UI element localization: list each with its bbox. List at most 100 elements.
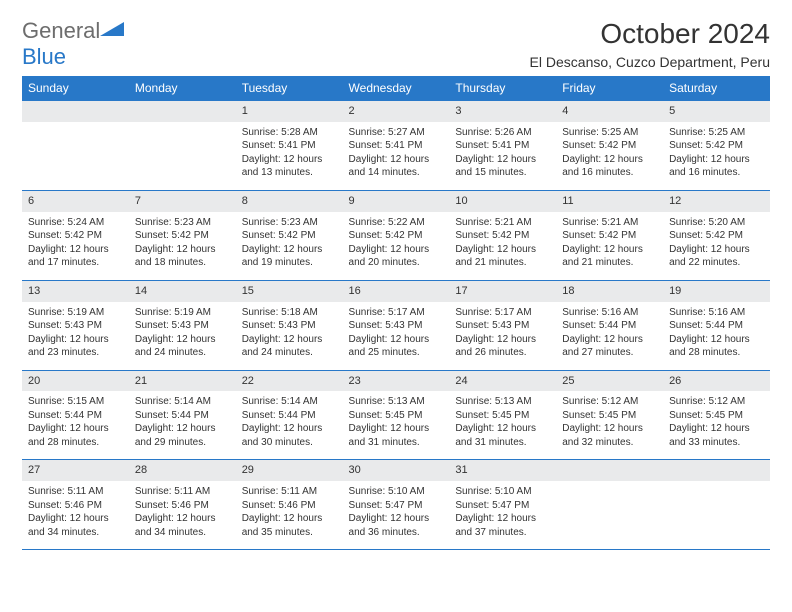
- weekday-tuesday: Tuesday: [236, 76, 343, 101]
- calendar-cell: 18Sunrise: 5:16 AMSunset: 5:44 PMDayligh…: [556, 280, 663, 370]
- day-number: 22: [236, 371, 343, 392]
- day-number: 7: [129, 191, 236, 212]
- logo: General Blue: [22, 18, 124, 70]
- day-number-empty: [663, 460, 770, 481]
- day-number-empty: [22, 101, 129, 122]
- day-number: 19: [663, 281, 770, 302]
- day-number-empty: [556, 460, 663, 481]
- day-number: 14: [129, 281, 236, 302]
- daylight-text: Daylight: 12 hours and 28 minutes.: [28, 422, 123, 449]
- daylight-text: Daylight: 12 hours and 28 minutes.: [669, 333, 764, 360]
- day-body: Sunrise: 5:19 AMSunset: 5:43 PMDaylight:…: [129, 302, 236, 370]
- day-number: 17: [449, 281, 556, 302]
- daylight-text: Daylight: 12 hours and 27 minutes.: [562, 333, 657, 360]
- weekday-sunday: Sunday: [22, 76, 129, 101]
- daylight-text: Daylight: 12 hours and 37 minutes.: [455, 512, 550, 539]
- day-number: 25: [556, 371, 663, 392]
- day-body: Sunrise: 5:27 AMSunset: 5:41 PMDaylight:…: [343, 122, 450, 190]
- calendar-cell: 1Sunrise: 5:28 AMSunset: 5:41 PMDaylight…: [236, 101, 343, 191]
- day-number: 11: [556, 191, 663, 212]
- calendar-cell: 31Sunrise: 5:10 AMSunset: 5:47 PMDayligh…: [449, 460, 556, 550]
- daylight-text: Daylight: 12 hours and 21 minutes.: [455, 243, 550, 270]
- daylight-text: Daylight: 12 hours and 29 minutes.: [135, 422, 230, 449]
- calendar-cell: 21Sunrise: 5:14 AMSunset: 5:44 PMDayligh…: [129, 370, 236, 460]
- day-body: Sunrise: 5:20 AMSunset: 5:42 PMDaylight:…: [663, 212, 770, 280]
- day-body-empty: [129, 122, 236, 178]
- sunrise-text: Sunrise: 5:28 AM: [242, 126, 337, 140]
- sunrise-text: Sunrise: 5:11 AM: [135, 485, 230, 499]
- day-number: 4: [556, 101, 663, 122]
- day-number: 30: [343, 460, 450, 481]
- day-number: 26: [663, 371, 770, 392]
- logo-text: General Blue: [22, 18, 124, 70]
- sunrise-text: Sunrise: 5:15 AM: [28, 395, 123, 409]
- sunrise-text: Sunrise: 5:21 AM: [562, 216, 657, 230]
- day-number: 27: [22, 460, 129, 481]
- daylight-text: Daylight: 12 hours and 19 minutes.: [242, 243, 337, 270]
- daylight-text: Daylight: 12 hours and 24 minutes.: [135, 333, 230, 360]
- calendar-cell: 17Sunrise: 5:17 AMSunset: 5:43 PMDayligh…: [449, 280, 556, 370]
- day-body-empty: [22, 122, 129, 178]
- day-number: 16: [343, 281, 450, 302]
- calendar-table: Sunday Monday Tuesday Wednesday Thursday…: [22, 76, 770, 550]
- calendar-week-row: 20Sunrise: 5:15 AMSunset: 5:44 PMDayligh…: [22, 370, 770, 460]
- day-body: Sunrise: 5:25 AMSunset: 5:42 PMDaylight:…: [663, 122, 770, 190]
- day-number: 23: [343, 371, 450, 392]
- sunrise-text: Sunrise: 5:10 AM: [455, 485, 550, 499]
- calendar-cell: [22, 101, 129, 191]
- daylight-text: Daylight: 12 hours and 33 minutes.: [669, 422, 764, 449]
- month-title: October 2024: [530, 18, 770, 50]
- sunset-text: Sunset: 5:43 PM: [349, 319, 444, 333]
- day-body: Sunrise: 5:11 AMSunset: 5:46 PMDaylight:…: [236, 481, 343, 549]
- day-body: Sunrise: 5:15 AMSunset: 5:44 PMDaylight:…: [22, 391, 129, 459]
- sunrise-text: Sunrise: 5:16 AM: [562, 306, 657, 320]
- day-number: 1: [236, 101, 343, 122]
- sunrise-text: Sunrise: 5:18 AM: [242, 306, 337, 320]
- day-body: Sunrise: 5:21 AMSunset: 5:42 PMDaylight:…: [556, 212, 663, 280]
- day-body: Sunrise: 5:11 AMSunset: 5:46 PMDaylight:…: [129, 481, 236, 549]
- day-body: Sunrise: 5:28 AMSunset: 5:41 PMDaylight:…: [236, 122, 343, 190]
- sunrise-text: Sunrise: 5:11 AM: [242, 485, 337, 499]
- calendar-cell: 25Sunrise: 5:12 AMSunset: 5:45 PMDayligh…: [556, 370, 663, 460]
- sunset-text: Sunset: 5:46 PM: [28, 499, 123, 513]
- day-body: Sunrise: 5:18 AMSunset: 5:43 PMDaylight:…: [236, 302, 343, 370]
- sunrise-text: Sunrise: 5:14 AM: [242, 395, 337, 409]
- calendar-cell: 29Sunrise: 5:11 AMSunset: 5:46 PMDayligh…: [236, 460, 343, 550]
- calendar-cell: 9Sunrise: 5:22 AMSunset: 5:42 PMDaylight…: [343, 190, 450, 280]
- sunset-text: Sunset: 5:41 PM: [349, 139, 444, 153]
- day-number: 6: [22, 191, 129, 212]
- sunrise-text: Sunrise: 5:11 AM: [28, 485, 123, 499]
- sunset-text: Sunset: 5:42 PM: [562, 139, 657, 153]
- sunrise-text: Sunrise: 5:13 AM: [349, 395, 444, 409]
- sunset-text: Sunset: 5:43 PM: [135, 319, 230, 333]
- day-number-empty: [129, 101, 236, 122]
- daylight-text: Daylight: 12 hours and 30 minutes.: [242, 422, 337, 449]
- logo-triangle-icon: [100, 20, 124, 38]
- sunrise-text: Sunrise: 5:23 AM: [242, 216, 337, 230]
- location: El Descanso, Cuzco Department, Peru: [530, 54, 770, 70]
- daylight-text: Daylight: 12 hours and 13 minutes.: [242, 153, 337, 180]
- sunset-text: Sunset: 5:45 PM: [562, 409, 657, 423]
- sunrise-text: Sunrise: 5:27 AM: [349, 126, 444, 140]
- day-number: 20: [22, 371, 129, 392]
- day-body: Sunrise: 5:22 AMSunset: 5:42 PMDaylight:…: [343, 212, 450, 280]
- calendar-cell: 28Sunrise: 5:11 AMSunset: 5:46 PMDayligh…: [129, 460, 236, 550]
- day-body: Sunrise: 5:21 AMSunset: 5:42 PMDaylight:…: [449, 212, 556, 280]
- sunset-text: Sunset: 5:43 PM: [455, 319, 550, 333]
- sunset-text: Sunset: 5:42 PM: [669, 229, 764, 243]
- calendar-cell: 12Sunrise: 5:20 AMSunset: 5:42 PMDayligh…: [663, 190, 770, 280]
- day-number: 15: [236, 281, 343, 302]
- day-body: Sunrise: 5:26 AMSunset: 5:41 PMDaylight:…: [449, 122, 556, 190]
- daylight-text: Daylight: 12 hours and 25 minutes.: [349, 333, 444, 360]
- sunset-text: Sunset: 5:46 PM: [242, 499, 337, 513]
- day-body: Sunrise: 5:24 AMSunset: 5:42 PMDaylight:…: [22, 212, 129, 280]
- calendar-cell: 11Sunrise: 5:21 AMSunset: 5:42 PMDayligh…: [556, 190, 663, 280]
- sunrise-text: Sunrise: 5:10 AM: [349, 485, 444, 499]
- sunrise-text: Sunrise: 5:20 AM: [669, 216, 764, 230]
- day-body: Sunrise: 5:17 AMSunset: 5:43 PMDaylight:…: [449, 302, 556, 370]
- daylight-text: Daylight: 12 hours and 32 minutes.: [562, 422, 657, 449]
- sunset-text: Sunset: 5:42 PM: [28, 229, 123, 243]
- day-body: Sunrise: 5:23 AMSunset: 5:42 PMDaylight:…: [236, 212, 343, 280]
- daylight-text: Daylight: 12 hours and 26 minutes.: [455, 333, 550, 360]
- sunset-text: Sunset: 5:42 PM: [669, 139, 764, 153]
